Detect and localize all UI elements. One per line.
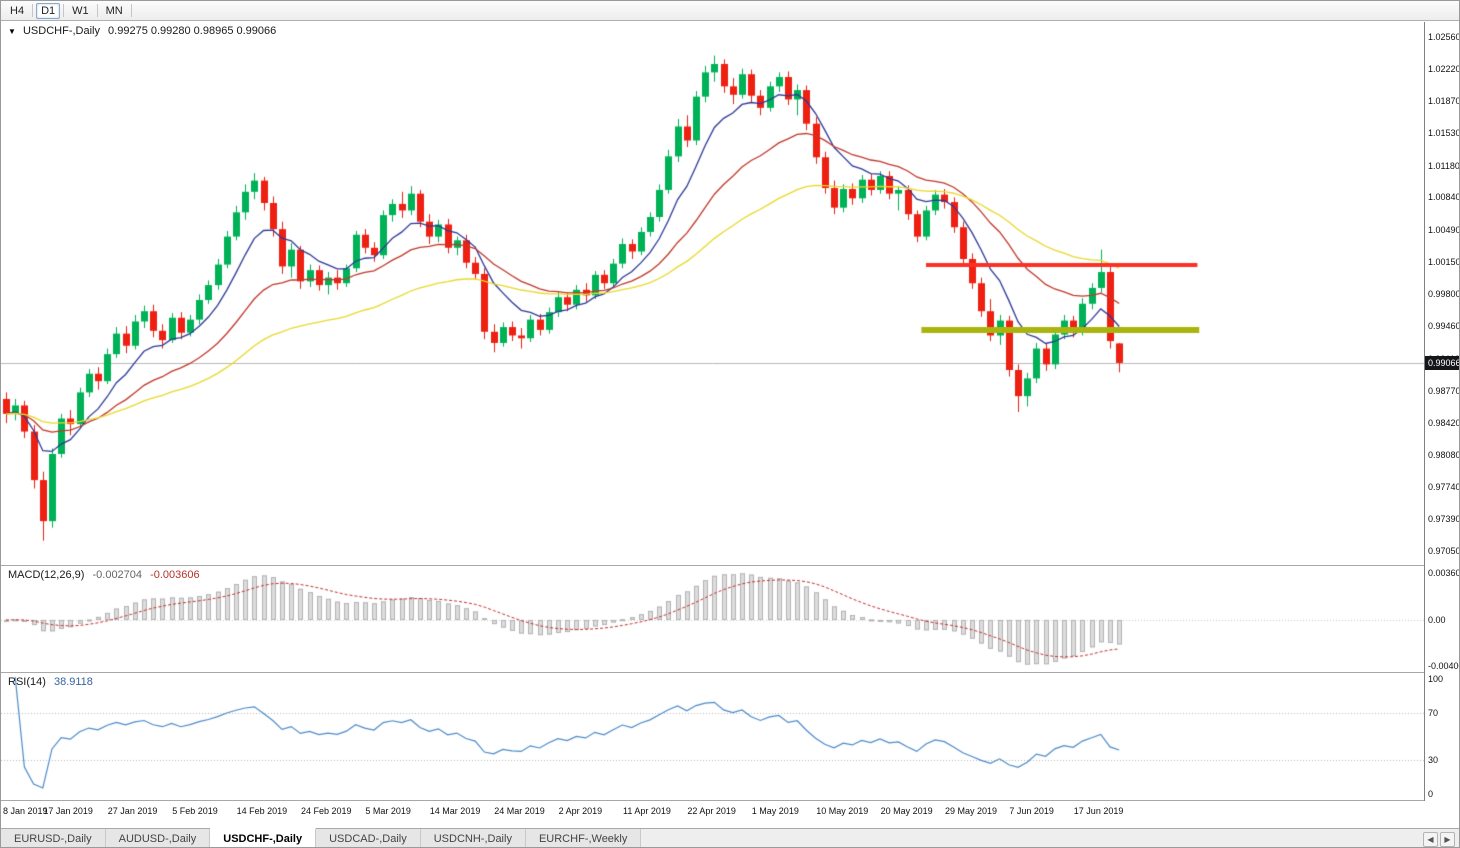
macd-axis-label: 0.00 <box>1428 614 1446 625</box>
date-axis-label: 17 Jun 2019 <box>1073 806 1124 816</box>
toolbar-separator <box>96 4 98 17</box>
macd-pane: MACD(12,26,9) -0.002704 -0.003606 <box>1 566 1424 672</box>
price-axis-label: 1.02220 <box>1428 63 1460 74</box>
macd-main-value: -0.002704 <box>92 569 143 581</box>
macd-axis-label: 0.0036058 <box>1428 568 1459 578</box>
timeframe-button-d1[interactable]: D1 <box>36 2 61 19</box>
chart-symbol-period: USDCHF-,Daily <box>22 25 100 37</box>
timeframe-button-mn[interactable]: MN <box>105 4 123 17</box>
macd-axis-label: -0.0040096 <box>1428 661 1459 671</box>
chart-title: ▼ USDCHF-,Daily 0.99275 0.99280 0.98965 … <box>8 25 276 37</box>
chart-ohlc-values: 0.99275 0.99280 0.98965 0.99066 <box>108 25 277 37</box>
date-axis-label: 24 Feb 2019 <box>301 806 352 816</box>
date-axis-label: 10 May 2019 <box>816 806 869 816</box>
chart-tab-usdchf-daily[interactable]: USDCHF-,Daily <box>210 828 317 847</box>
date-axis-label: 14 Feb 2019 <box>236 806 288 816</box>
rsi-indicator-name: RSI(14) <box>8 676 46 688</box>
price-pane: ▼ USDCHF-,Daily 0.99275 0.99280 0.98965 … <box>1 22 1424 565</box>
price-axis-label: 0.98080 <box>1428 449 1460 460</box>
macd-label: MACD(12,26,9) -0.002704 -0.003606 <box>8 569 200 581</box>
timeframe-button-h4[interactable]: H4 <box>10 4 25 17</box>
price-axis[interactable]: 0.99066 0.0036058 0.00 -0.0040096 100 70 30 0 1… <box>1424 22 1460 801</box>
date-axis-label: 5 Mar 2019 <box>365 806 411 816</box>
price-axis-label: 0.99800 <box>1428 289 1460 300</box>
date-axis-label: 17 Jan 2019 <box>43 806 93 816</box>
chart-tab-usdcnh-daily[interactable]: USDCNH-,Daily <box>420 829 526 847</box>
timeframe-button-w1[interactable]: W1 <box>72 4 89 17</box>
date-axis-label: 14 Mar 2019 <box>429 806 481 816</box>
date-axis-label: 20 May 2019 <box>880 806 933 816</box>
date-axis-label: 24 Mar 2019 <box>494 806 545 816</box>
date-axis-label: 11 Apr 2019 <box>623 806 671 816</box>
toolbar-separator <box>130 4 132 17</box>
date-axis-label: 7 Jun 2019 <box>1009 806 1054 816</box>
pane-resize-divider[interactable] <box>1 672 1459 673</box>
chart-tab-audusd-daily[interactable]: AUDUSD-,Daily <box>105 829 211 847</box>
toolbar-separator <box>63 4 65 17</box>
price-axis-label: 0.98420 <box>1428 418 1460 429</box>
date-axis-label: 22 Apr 2019 <box>687 806 736 816</box>
rsi-pane: RSI(14) 38.9118 <box>1 673 1424 800</box>
price-axis-label: 0.99460 <box>1428 321 1460 332</box>
chart-tab-bar: EURUSD-,Daily AUDUSD-,Daily USDCHF-,Daily U… <box>1 828 1459 847</box>
date-axis[interactable]: 8 Jan 2019 17 Jan 2019 27 Jan 2019 5 Feb 20… <box>1 801 1459 821</box>
date-axis-label: 1 May 2019 <box>751 806 799 816</box>
price-axis-label: 1.00840 <box>1428 192 1460 203</box>
toolbar-separator <box>32 4 34 17</box>
price-axis-label: 0.98770 <box>1428 385 1460 396</box>
date-axis-label: 8 Jan 2019 <box>3 806 48 816</box>
macd-indicator-name: MACD(12,26,9) <box>8 569 85 581</box>
timeframe-toolbar: H4 D1 W1 MN <box>1 1 1459 21</box>
macd-signal-value: -0.003606 <box>150 569 200 581</box>
chart-collapse-icon[interactable]: ▼ <box>8 27 16 36</box>
rsi-axis-label: 30 <box>1428 755 1439 766</box>
current-price-badge: 0.99066 <box>1425 355 1460 370</box>
date-axis-label: 27 Jan 2019 <box>107 806 158 816</box>
tab-scroll-left-button[interactable]: ◀ <box>1423 831 1438 847</box>
date-axis-label: 29 May 2019 <box>945 806 998 816</box>
price-axis-label: 1.00150 <box>1428 256 1460 267</box>
price-axis-label: 1.02560 <box>1428 31 1460 42</box>
date-axis-label: 2 Apr 2019 <box>558 806 603 816</box>
rsi-canvas[interactable] <box>1 673 1424 800</box>
price-axis-label: 1.01530 <box>1428 128 1460 139</box>
macd-canvas[interactable] <box>1 566 1424 672</box>
date-axis-divider <box>1 800 1459 801</box>
date-axis-label: 5 Feb 2019 <box>172 806 218 816</box>
price-axis-label: 1.00490 <box>1428 225 1460 236</box>
price-axis-label: 0.97740 <box>1428 481 1460 492</box>
chart-tab-eurchf-weekly[interactable]: EURCHF-,Weekly <box>525 829 642 847</box>
chart-tab-usdcad-daily[interactable]: USDCAD-,Daily <box>316 829 421 847</box>
pane-resize-divider[interactable] <box>1 565 1459 566</box>
price-axis-label: 1.01870 <box>1428 96 1460 107</box>
price-chart-canvas[interactable] <box>1 22 1424 565</box>
tab-scroll-right-button[interactable]: ▶ <box>1440 831 1455 847</box>
price-axis-label: 1.01180 <box>1428 160 1460 171</box>
rsi-axis-label: 100 <box>1428 674 1444 684</box>
current-price-value: 0.99066 <box>1428 357 1460 368</box>
price-axis-label: 0.97050 <box>1428 546 1460 556</box>
rsi-axis-label: 70 <box>1428 707 1439 718</box>
price-axis-label: 0.97390 <box>1428 514 1460 525</box>
chart-tab-eurusd-daily[interactable]: EURUSD-,Daily <box>1 829 106 847</box>
rsi-axis-label: 0 <box>1428 789 1434 799</box>
rsi-label: RSI(14) 38.9118 <box>8 676 93 688</box>
rsi-value: 38.9118 <box>53 676 93 688</box>
tab-scroll-controls: ◀ ▶ <box>1423 829 1459 847</box>
